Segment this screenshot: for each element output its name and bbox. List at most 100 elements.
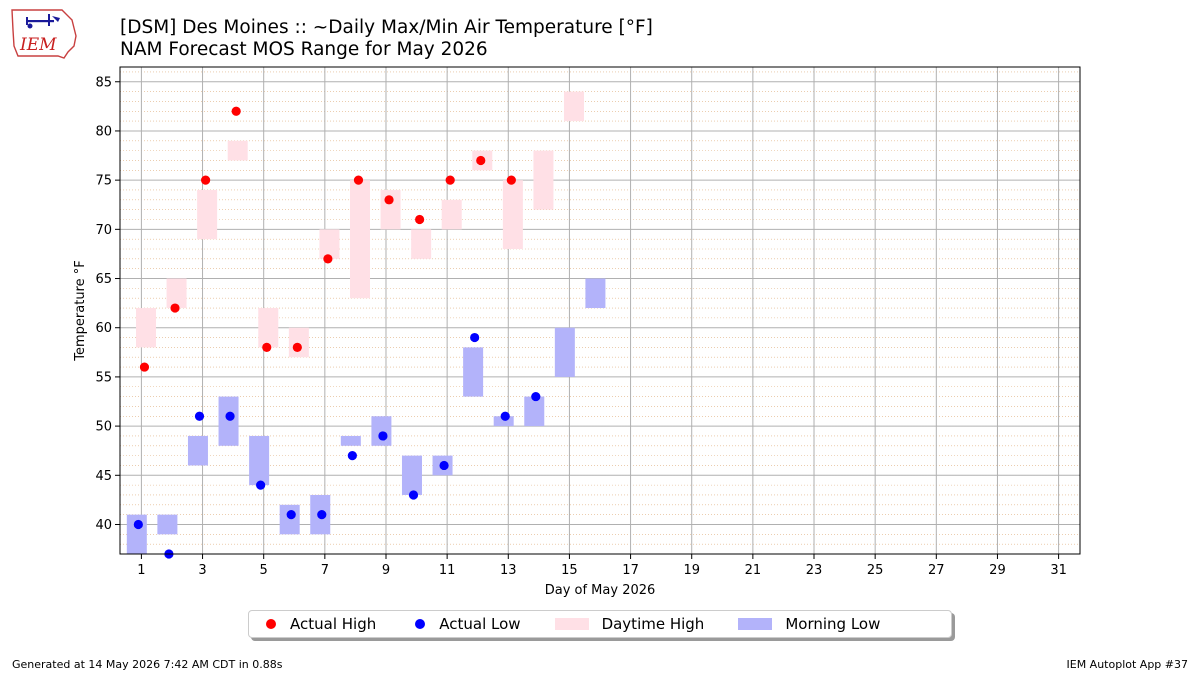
forecast-ranges — [126, 91, 606, 554]
y-axis: 40 45 50 55 60 65 70 75 80 85 — [95, 75, 120, 533]
legend-item: Actual Low — [410, 615, 521, 633]
daytime-high-range-bar — [564, 91, 585, 122]
actual-low-point — [408, 490, 419, 500]
y-tick-label: 85 — [95, 75, 112, 90]
actual-high-point — [353, 175, 364, 185]
daytime-high-range-bar — [197, 189, 218, 240]
actual-high-point — [292, 342, 302, 352]
legend-item: Daytime High — [554, 615, 705, 633]
daytime-high-range-bar — [166, 278, 187, 309]
x-tick-label: 27 — [928, 563, 945, 578]
x-tick-label: 9 — [382, 563, 390, 578]
actual-high-point — [476, 155, 486, 166]
legend-marker — [415, 619, 426, 629]
legend-item: Actual High — [261, 615, 376, 633]
temperature-chart: 1 3 5 7 9 11 13 15 17 19 21 23 25 27 29 31 404550556065… — [73, 66, 1081, 598]
chart-title: [DSM] Des Moines :: ~Daily Max/Min Air T… — [120, 17, 653, 61]
x-tick-label: 11 — [439, 563, 456, 578]
actual-low-point — [378, 431, 388, 441]
actual-high-point — [415, 214, 425, 225]
morning-low-range-bar — [493, 416, 514, 427]
daytime-high-range-bar — [319, 229, 340, 259]
actual-low-point — [470, 332, 480, 343]
y-tick-label: 75 — [95, 174, 112, 189]
x-tick-label: 3 — [198, 563, 206, 578]
x-tick-label: 5 — [260, 563, 268, 578]
iem-logo: IEM — [11, 9, 77, 59]
y-tick-label: 55 — [95, 370, 112, 385]
legend-marker — [738, 618, 773, 630]
x-tick-label: 29 — [989, 563, 1006, 578]
morning-low-range-bar — [401, 455, 422, 495]
morning-low-range-bar — [218, 396, 239, 446]
logo-text: IEM — [19, 35, 57, 55]
legend-label: Actual High — [290, 615, 377, 633]
legend-label: Daytime High — [601, 615, 705, 633]
y-axis-label: Temperature °F — [73, 260, 88, 361]
actual-high-point — [231, 106, 241, 116]
morning-low-range-bar — [524, 396, 545, 427]
actual-low-point — [317, 510, 327, 520]
x-tick-label: 25 — [867, 563, 884, 578]
legend-marker — [266, 619, 276, 629]
actual-low-point — [347, 451, 357, 461]
legend-marker — [554, 618, 589, 630]
morning-low-range-bar — [463, 347, 484, 397]
morning-low-range-bar — [157, 514, 178, 535]
actual-low-point — [439, 460, 449, 471]
morning-low-range-bar — [279, 504, 300, 535]
x-tick-label: 19 — [683, 563, 700, 578]
x-tick-label: 13 — [500, 563, 517, 578]
daytime-high-range-bar — [411, 229, 432, 259]
daytime-high-range-bar — [533, 150, 554, 210]
actual-low-point — [500, 411, 510, 421]
daytime-high-range-bar — [227, 140, 248, 161]
actual-low-point — [194, 411, 205, 421]
daytime-high-range-bar — [502, 180, 523, 250]
y-tick-label: 80 — [95, 124, 112, 139]
legend-label: Actual Low — [439, 615, 521, 633]
daytime-high-range-bar — [350, 180, 370, 299]
chart-legend: Actual High Actual Low Daytime High Morning… — [248, 610, 952, 638]
legend-item: Morning Low — [738, 615, 880, 633]
actual-points — [133, 106, 541, 559]
daytime-high-range-bar — [288, 327, 309, 358]
actual-high-point — [201, 175, 211, 185]
actual-low-point — [256, 480, 266, 490]
x-tick-label: 23 — [806, 563, 823, 578]
x-axis: 1 3 5 7 9 11 13 15 17 19 21 23 25 27 29 31 — [137, 554, 1067, 578]
y-tick-label: 50 — [95, 420, 112, 435]
x-tick-label: 1 — [137, 563, 145, 578]
chart-subtitle: NAM Forecast MOS Range for May 2026 — [120, 39, 488, 60]
x-tick-label: 21 — [745, 563, 762, 578]
actual-high-point — [445, 175, 455, 185]
actual-low-point — [286, 510, 296, 520]
actual-high-point — [384, 195, 394, 205]
morning-low-range-bar — [585, 278, 606, 309]
y-tick-label: 60 — [95, 321, 112, 336]
x-axis-label: Day of May 2026 — [545, 583, 656, 598]
legend-label: Morning Low — [785, 615, 881, 633]
plot-frame — [119, 66, 1081, 555]
actual-high-point — [139, 362, 150, 372]
actual-low-point — [133, 519, 143, 530]
x-tick-label: 15 — [561, 563, 578, 578]
morning-low-range-bar — [371, 416, 392, 446]
chart-title-line1: [DSM] Des Moines :: ~Daily Max/Min Air T… — [120, 17, 653, 38]
y-tick-label: 65 — [95, 272, 112, 287]
actual-high-point — [506, 175, 516, 185]
morning-low-range-bar — [554, 327, 575, 377]
y-tick-label: 70 — [95, 223, 112, 238]
daytime-high-range-bar — [441, 199, 462, 230]
actual-low-point — [531, 391, 541, 402]
x-tick-label: 7 — [321, 563, 329, 578]
major-grid — [120, 67, 1080, 554]
y-tick-label: 40 — [95, 518, 112, 533]
morning-low-range-bar — [249, 435, 270, 486]
generated-timestamp: Generated at 14 May 2026 7:42 AM CDT in … — [12, 658, 283, 671]
actual-high-point — [262, 342, 272, 352]
y-tick-label: 45 — [95, 469, 112, 484]
daytime-high-range-bar — [258, 308, 279, 348]
app-id: IEM Autoplot App #37 — [1066, 658, 1189, 671]
actual-low-point — [225, 411, 235, 421]
